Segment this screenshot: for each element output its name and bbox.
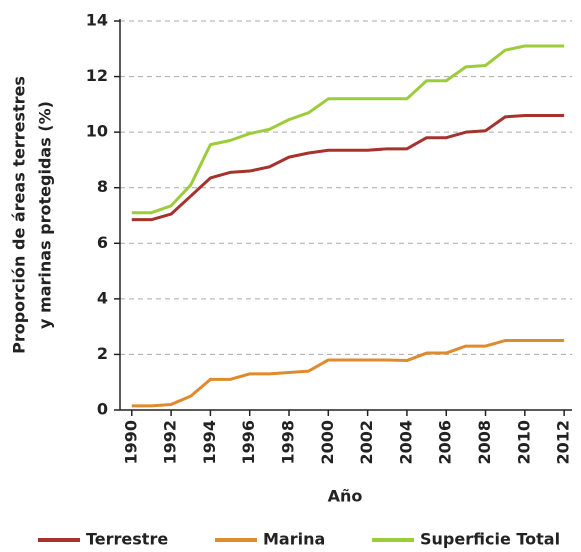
y-tick-label: 10: [86, 122, 108, 141]
x-axis-label: Año: [328, 487, 363, 506]
series-line: [131, 44, 565, 215]
x-tick-label: 1996: [239, 420, 258, 465]
y-tick-label: 8: [97, 177, 108, 196]
x-tick-label: 2002: [357, 420, 376, 465]
x-tick-label: 2006: [436, 420, 455, 465]
legend-label: Terrestre: [86, 530, 168, 549]
x-tick-label: 1998: [279, 420, 298, 465]
y-tick-label: 14: [86, 11, 108, 30]
y-tick-label: 4: [97, 288, 108, 307]
x-tick-label: 1992: [161, 420, 180, 465]
x-tick-label: 2012: [554, 420, 573, 465]
y-tick-label: 6: [97, 233, 108, 252]
series-line: [131, 339, 565, 408]
x-tick-label: 2000: [318, 420, 337, 465]
y-axis-label: y marinas protegidas (%): [36, 101, 55, 329]
x-tick-label: 2010: [514, 420, 533, 465]
y-axis-label: Proporción de áreas terrestres: [10, 76, 29, 354]
x-tick-label: 2008: [475, 420, 494, 465]
y-tick-label: 0: [97, 400, 108, 419]
x-tick-label: 1990: [121, 420, 140, 465]
x-tick-label: 2004: [396, 420, 415, 465]
y-tick-label: 2: [97, 344, 108, 363]
legend-label: Superficie Total: [420, 530, 560, 549]
legend-label: Marina: [263, 530, 325, 549]
y-tick-label: 12: [86, 66, 108, 85]
series-line: [131, 113, 565, 222]
x-tick-label: 1994: [200, 420, 219, 465]
